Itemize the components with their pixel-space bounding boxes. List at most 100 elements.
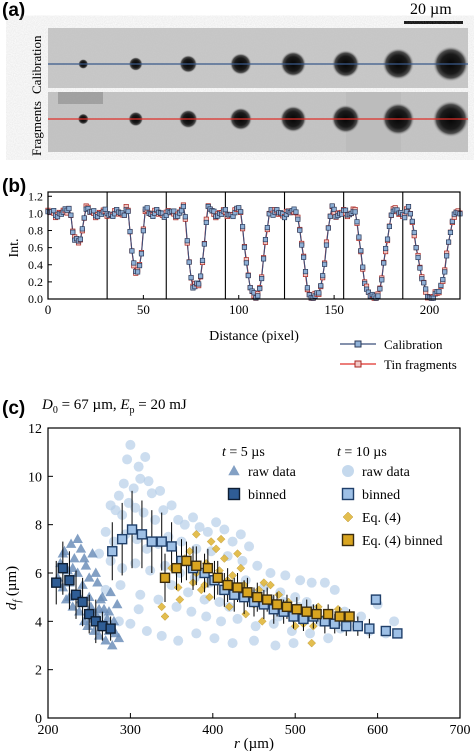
tin-fragments-line [47,202,461,300]
calibration-point [293,209,299,215]
profile-x-tick-label: 200 [420,302,440,317]
eq4-point [307,638,317,648]
raw-data-10us-point [237,555,248,566]
legend-tin-marker [354,360,362,368]
raw-data-5us-point [88,625,100,635]
calibration-point [137,263,143,269]
raw-data-10us-point [280,570,291,581]
scatter-y-tick-label: 0 [35,712,42,727]
raw-data-10us-point [115,580,126,591]
calibration-point [423,286,429,292]
calibration-point [144,205,150,211]
scatter-x-tick-label: 200 [38,723,59,738]
raw-data-10us-point [305,628,316,639]
raw-data-5us-point [82,620,93,631]
raw-data-10us-point [145,565,156,576]
profile-chart: 0 50 100 150 200 0.0 0.2 0.4 0.6 0.8 1.0 1.2 Distan… [7,189,463,372]
raw-data-10us-point [125,618,136,629]
raw-data-10us-point [211,517,222,528]
raw-data-10us-point [214,597,225,607]
calibration-point [131,260,137,266]
calibration-point [196,281,202,287]
calibration-point [121,212,127,218]
raw-data-10us-point [202,526,213,537]
eq4-binned-point [344,611,355,622]
calibration-point [198,273,204,279]
raw-data-5us-point [79,553,90,563]
legend-eq4-binned-marker [341,533,355,547]
eq4-point [191,529,201,539]
calibration-point [171,208,177,214]
calibration-point [102,206,108,212]
scatter-y-tick-label: 6 [35,567,42,582]
calibration-point [384,236,391,242]
scatter-x-axis-label: r (µm) [234,736,274,752]
calibration-point [318,283,324,289]
raw-data-10us-point [128,483,139,494]
scatter-y-tick-label: 2 [35,664,42,679]
raw-data-10us-point [141,626,152,636]
binned-10us-point [341,620,352,632]
eq4-binned-point [202,562,214,574]
panel-c-title: D0 = 67 µm, Ep = 20 mJ [42,397,187,416]
profile-x-tick-label: 100 [229,302,249,317]
calibration-point [405,204,412,210]
raw-data-10us-point [319,577,330,588]
eq4-binned-point [291,604,303,615]
calibration-point [138,251,145,257]
raw-data-5us-point [72,533,83,544]
profile-y-tick-label: 0.2 [28,275,43,289]
raw-data-10us-point [133,461,144,472]
raw-data-5us-point [108,615,120,626]
profile-y-tick-label: 0.6 [28,241,43,255]
scatter-x-tick-label: 300 [120,723,141,738]
raw-data-10us-point [219,524,230,535]
raw-data-10us-point [188,512,199,523]
calibration-point [184,238,190,244]
calibration-point [127,228,133,235]
calibration-line [47,204,461,299]
binned-5us-point [70,589,82,600]
calibration-point [409,218,415,224]
profile-plot-frame [47,191,461,300]
eq4-point [211,544,221,554]
eq4-point [216,534,226,544]
raw-data-10us-point [323,633,334,644]
eq4-binned-point [334,611,345,622]
eq4-binned-point [222,579,233,591]
raw-data-10us-point [158,505,169,516]
scatter-y-tick-label: 4 [35,615,42,630]
eq4-point [219,554,229,563]
calibration-point [135,269,141,275]
calibration-point [421,280,427,286]
calibration-point [91,208,97,214]
calibration-point [301,254,307,260]
calibration-point [241,244,248,250]
profile-x-tick-label: 150 [324,302,344,317]
calibration-point [255,293,261,299]
raw-data-10us-point [135,589,146,600]
calibration-point [375,293,381,299]
scale-bar [404,21,463,24]
calibration-point [70,229,76,235]
raw-data-10us-point [389,616,400,627]
raw-data-10us-point [135,473,146,484]
eq4-binned-point [181,555,192,567]
calibration-point [243,260,249,266]
calibration-point [188,275,194,281]
scatter-y-tick-label: 8 [35,519,42,534]
raw-data-10us-point [265,568,276,578]
binned-10us-point [156,536,167,547]
raw-data-5us-point [67,601,78,611]
calibration-point [182,214,188,220]
legend-raw-10us-marker [342,465,354,477]
calibration-point [66,205,72,212]
calibration-point [417,265,423,271]
raw-data-10us-point [140,452,151,462]
calibration-point [316,290,322,296]
raw-data-10us-point [153,594,164,605]
binned-5us-point [64,575,75,586]
raw-data-10us-point [118,478,129,489]
calibration-point [383,245,389,252]
raw-data-10us-point [235,529,246,540]
